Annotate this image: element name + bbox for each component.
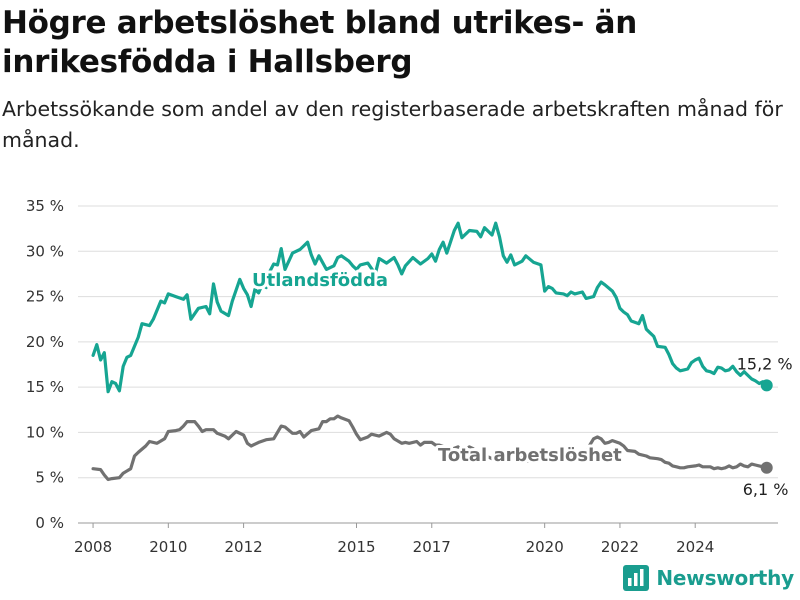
y-tick-label: 15 % xyxy=(26,378,64,396)
bar-chart-logo-icon xyxy=(623,565,650,591)
brand-logo: Newsworthy xyxy=(623,565,794,591)
y-tick-label: 35 % xyxy=(26,197,64,215)
grid-lines xyxy=(78,205,778,524)
series-label-utlandsfodda: Utlandsfödda xyxy=(252,270,388,291)
x-tick-label: 2017 xyxy=(413,538,451,556)
series-line-utlandsfodda xyxy=(91,221,769,394)
series-label-utlandsfodda-halo: Utlandsfödda xyxy=(252,270,388,291)
y-tick-label: 5 % xyxy=(35,469,64,487)
y-tick-label: 10 % xyxy=(26,423,64,441)
x-axis-ticks: 2008 2010 2012 2015 2017 2020 2022 2024 xyxy=(74,523,714,556)
end-value-utlandsfodda: 15,2 % xyxy=(737,354,793,373)
end-point-total xyxy=(760,461,773,474)
x-tick-label: 2012 xyxy=(224,538,262,556)
x-tick-label: 2020 xyxy=(526,538,564,556)
y-tick-label: 20 % xyxy=(26,333,64,351)
y-tick-label: 25 % xyxy=(26,288,64,306)
x-tick-label: 2008 xyxy=(74,538,112,556)
chart-title: Högre arbetslöshet bland utrikes- än inr… xyxy=(2,5,638,80)
series-label-total-halo: Total arbetslöshet xyxy=(438,445,622,466)
x-tick-label: 2010 xyxy=(149,538,187,556)
series-label-total: Total arbetslöshet xyxy=(438,445,622,466)
x-tick-label: 2015 xyxy=(337,538,375,556)
brand-name: Newsworthy xyxy=(656,566,794,590)
y-axis-ticks: 0 % 5 % 10 % 15 % 20 % 25 % 30 % 35 % xyxy=(26,197,64,532)
end-point-utlandsfodda xyxy=(760,379,773,392)
series-lines xyxy=(91,221,773,482)
x-tick-label: 2024 xyxy=(676,538,714,556)
y-tick-label: 30 % xyxy=(26,242,64,260)
chart-subtitle: Arbetssökande som andel av den registerb… xyxy=(2,97,783,152)
y-tick-label: 0 % xyxy=(35,514,64,532)
series-line-total xyxy=(91,414,769,482)
end-value-total: 6,1 % xyxy=(743,480,789,499)
x-tick-label: 2022 xyxy=(601,538,639,556)
